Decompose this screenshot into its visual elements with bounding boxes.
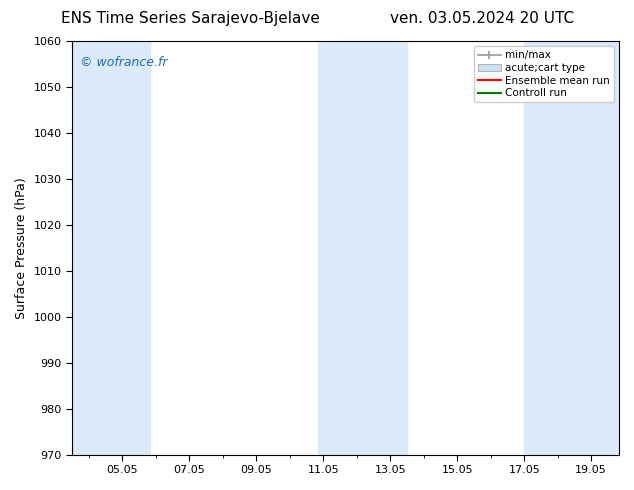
Text: ENS Time Series Sarajevo-Bjelave: ENS Time Series Sarajevo-Bjelave (61, 11, 320, 26)
Legend: min/max, acute;cart type, Ensemble mean run, Controll run: min/max, acute;cart type, Ensemble mean … (474, 46, 614, 102)
Bar (524, 41, 619, 455)
Y-axis label: Surface Pressure (hPa): Surface Pressure (hPa) (15, 177, 28, 318)
Text: © wofrance.fr: © wofrance.fr (81, 55, 168, 69)
Bar (72, 41, 150, 455)
Text: ven. 03.05.2024 20 UTC: ven. 03.05.2024 20 UTC (390, 11, 574, 26)
Bar (318, 41, 407, 455)
